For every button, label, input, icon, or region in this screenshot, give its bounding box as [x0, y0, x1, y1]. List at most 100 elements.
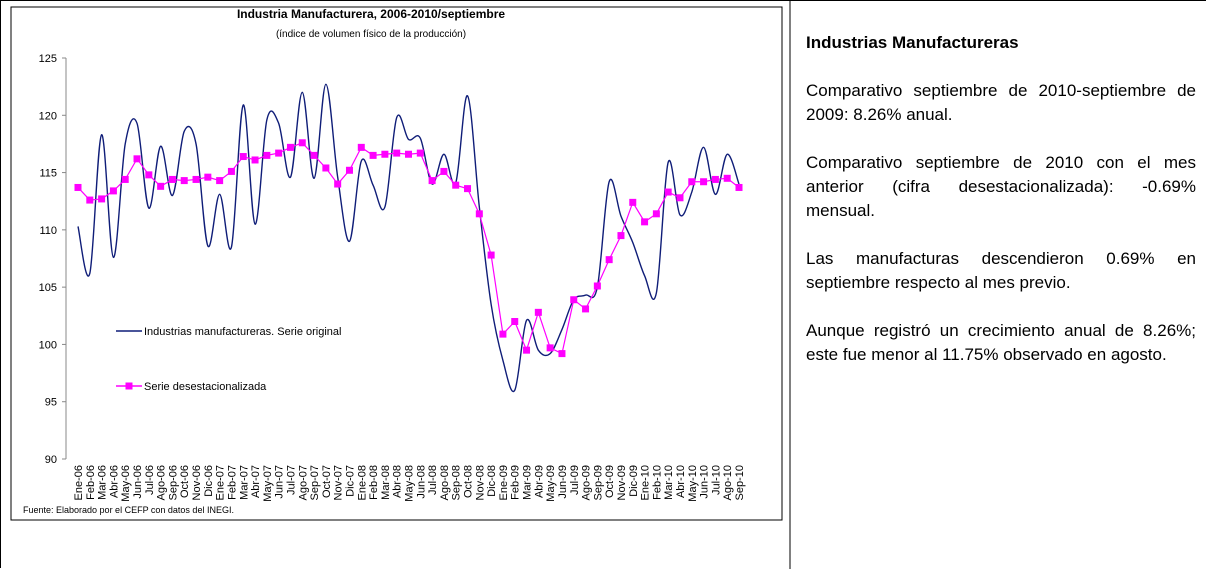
point [487, 251, 495, 259]
x-tick-label: Oct-06 [179, 465, 191, 498]
chart-frame [10, 6, 783, 521]
x-tick-label: Abr-07 [250, 465, 262, 498]
point [98, 195, 106, 203]
point [345, 166, 353, 174]
x-tick-label: Abr-09 [533, 465, 545, 498]
x-tick-label: Oct-08 [463, 465, 475, 498]
x-tick-label: Mar-10 [663, 465, 675, 500]
point [74, 183, 82, 191]
x-tick-label: Sep-06 [167, 465, 179, 500]
point [523, 346, 531, 354]
x-tick-label: Jun-07 [274, 465, 286, 499]
x-tick-label: Feb-08 [368, 465, 380, 500]
point [216, 177, 224, 185]
point [157, 182, 165, 190]
source-note: Fuente: Elaborado por el CEFP con datos … [23, 505, 234, 515]
x-tick-label: Mar-07 [238, 465, 250, 500]
point [275, 149, 283, 157]
point [239, 153, 247, 161]
x-tick-label: Jun-06 [132, 465, 144, 499]
x-tick-label: Ago-06 [156, 465, 168, 500]
x-tick-label: Sep-09 [592, 465, 604, 500]
point [381, 150, 389, 158]
x-tick-label: Feb-07 [226, 465, 238, 500]
chart: Industria Manufacturera, 2006-2010/septi… [10, 1, 791, 569]
y-tick-label: 95 [45, 397, 57, 409]
point [286, 143, 294, 151]
x-tick-label: Mar-06 [97, 465, 109, 500]
point [558, 350, 566, 358]
point [369, 151, 377, 159]
x-tick-label: Ene-06 [73, 465, 85, 500]
point [133, 155, 141, 163]
x-tick-label: Ene-07 [215, 465, 227, 500]
text-panel: Industrias Manufactureras Comparativo se… [806, 31, 1196, 391]
x-tick-label: May-09 [545, 465, 557, 502]
x-tick-label: Sep-10 [734, 465, 746, 500]
point [310, 151, 318, 159]
point [334, 180, 342, 188]
x-tick-label: Abr-08 [392, 465, 404, 498]
x-tick-label: Mar-09 [522, 465, 534, 500]
x-tick-label: Oct-07 [321, 465, 333, 498]
point [570, 296, 578, 304]
point [86, 196, 94, 204]
point [534, 308, 542, 316]
x-tick-label: Abr-06 [108, 465, 120, 498]
x-tick-label: Jul-09 [569, 465, 581, 495]
point [145, 171, 153, 179]
point [617, 232, 625, 240]
y-tick-label: 120 [39, 110, 57, 122]
point [723, 174, 731, 182]
point [499, 330, 507, 338]
x-tick-label: May-10 [687, 465, 699, 502]
point [180, 177, 188, 185]
paragraph: Comparativo septiembre de 2010-septiembr… [806, 81, 1196, 124]
point [263, 151, 271, 159]
x-tick-label: Jun-08 [415, 465, 427, 499]
point [428, 177, 436, 185]
point [511, 318, 519, 326]
x-tick-label: Ago-08 [439, 465, 451, 500]
x-tick-label: May-08 [404, 465, 416, 502]
x-tick-label: Ago-07 [297, 465, 309, 500]
panel-heading: Industrias Manufactureras [806, 33, 1019, 52]
point [475, 210, 483, 218]
x-tick-label: Ene-09 [498, 465, 510, 500]
point [664, 188, 672, 196]
x-tick-label: Nov-09 [616, 465, 628, 500]
series-line [77, 83, 740, 393]
x-tick-label: Ene-10 [640, 465, 652, 500]
x-tick-label: Jun-10 [699, 465, 711, 499]
x-tick-label: Mar-08 [380, 465, 392, 500]
point [322, 164, 330, 172]
x-tick-label: Jul-08 [427, 465, 439, 495]
point [711, 175, 719, 183]
x-tick-label: Ago-10 [722, 465, 734, 500]
y-tick-label: 125 [39, 53, 57, 65]
x-tick-label: Abr-10 [675, 465, 687, 498]
point [204, 173, 212, 181]
y-tick-label: 105 [39, 282, 57, 294]
y-tick-label: 100 [39, 339, 57, 351]
paragraph: Aunque registró un crecimiento anual de … [806, 321, 1196, 364]
point [357, 143, 365, 151]
x-tick-label: Jun-09 [557, 465, 569, 499]
point [298, 139, 306, 147]
legend-marker [125, 382, 133, 390]
point [416, 149, 424, 157]
x-tick-label: May-06 [120, 465, 132, 502]
point [227, 167, 235, 175]
point [464, 185, 472, 193]
point [700, 178, 708, 186]
x-tick-label: Nov-08 [474, 465, 486, 500]
x-tick-label: Dic-08 [486, 465, 498, 497]
x-tick-label: May-07 [262, 465, 274, 502]
x-tick-label: Feb-10 [651, 465, 663, 500]
x-tick-label: Sep-07 [309, 465, 321, 500]
point [452, 181, 460, 189]
x-tick-label: Jul-06 [144, 465, 156, 495]
x-tick-label: Nov-06 [191, 465, 203, 500]
point [593, 282, 601, 290]
chart-title: Industria Manufacturera, 2006-2010/septi… [237, 7, 505, 21]
